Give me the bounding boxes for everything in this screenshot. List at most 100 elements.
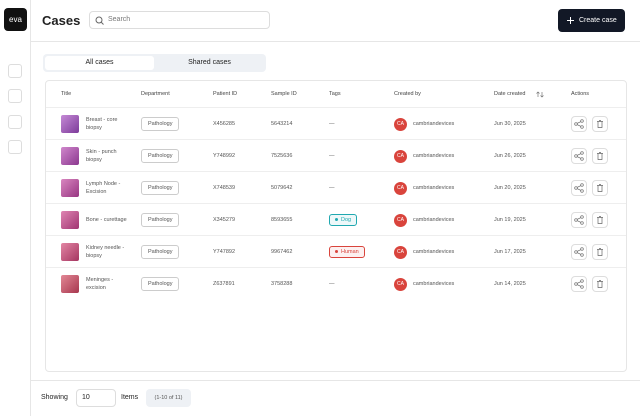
- page-size-select[interactable]: 10: [76, 389, 116, 407]
- share-button[interactable]: [571, 148, 587, 164]
- tag-cell: Dog: [329, 204, 358, 236]
- creator-cell: CA cambriandevices: [394, 268, 454, 300]
- actions-cell: [571, 172, 613, 204]
- thumbnail: [61, 211, 79, 229]
- department-chip: Pathology: [141, 277, 180, 291]
- search-box[interactable]: Search: [89, 11, 270, 29]
- column-header[interactable]: Date created: [494, 91, 526, 97]
- delete-button[interactable]: [592, 276, 608, 292]
- table-row[interactable]: Skin - punch biopsy Pathology Y748992 75256…: [46, 139, 626, 171]
- tag: —: [329, 121, 335, 127]
- share-button[interactable]: [571, 244, 587, 260]
- thumbnail: [61, 147, 79, 165]
- creator-cell: CA cambriandevices: [394, 140, 454, 172]
- tag-dot: [335, 218, 338, 222]
- actions-cell: [571, 140, 613, 172]
- trash-icon: [597, 280, 603, 288]
- table-row[interactable]: Breast - core biopsy Pathology X456285 5643…: [46, 107, 626, 139]
- delete-button[interactable]: [592, 180, 608, 196]
- delete-button[interactable]: [592, 212, 608, 228]
- creator-name: cambriandevices: [413, 185, 455, 191]
- date: Jun 20, 2025: [494, 185, 526, 191]
- range-label: (1-10 of 11): [146, 389, 191, 407]
- home-icon[interactable]: [8, 64, 22, 78]
- table-row[interactable]: Bone - curettage Pathology X345279 8593655 D…: [46, 203, 626, 235]
- search-icon: [95, 16, 104, 25]
- tag: —: [329, 281, 335, 287]
- sample-id: 5643214: [271, 121, 293, 127]
- clipboard-icon[interactable]: [8, 115, 22, 129]
- actions-cell: [571, 268, 613, 300]
- sample-id: 8593655: [271, 217, 293, 223]
- delete-button[interactable]: [592, 244, 608, 260]
- table-row[interactable]: Meninges - excision Pathology Z637891 37582…: [46, 267, 626, 299]
- users-icon[interactable]: [8, 89, 22, 103]
- settings-icon[interactable]: [8, 140, 22, 154]
- sample-id: 5079642: [271, 185, 293, 191]
- avatar: CA: [394, 245, 407, 259]
- patient-id: X748539: [213, 185, 236, 191]
- header: Cases Search Create case: [31, 0, 640, 42]
- delete-button[interactable]: [592, 148, 608, 164]
- creator-cell: CA cambriandevices: [394, 108, 454, 140]
- tag: —: [329, 153, 335, 159]
- case-title: Meninges - excision: [86, 277, 114, 291]
- share-button[interactable]: [571, 180, 587, 196]
- date: Jun 14, 2025: [494, 281, 526, 287]
- department-chip: Pathology: [141, 117, 180, 131]
- delete-button[interactable]: [592, 116, 608, 132]
- case-title: Skin - punch biopsy: [86, 149, 117, 163]
- department-chip: Pathology: [141, 245, 180, 259]
- creator-cell: CA cambriandevices: [394, 172, 454, 204]
- share-icon: [574, 119, 584, 129]
- trash-icon: [597, 184, 603, 192]
- thumbnail: [61, 179, 79, 197]
- share-icon: [574, 151, 584, 161]
- date: Jun 26, 2025: [494, 153, 526, 159]
- department-chip: Pathology: [141, 213, 180, 227]
- trash-icon: [597, 152, 603, 160]
- trash-icon: [597, 248, 603, 256]
- tag-cell: —: [329, 108, 335, 140]
- column-header: Title: [61, 91, 72, 97]
- share-button[interactable]: [571, 276, 587, 292]
- thumbnail: [61, 275, 79, 293]
- share-icon: [574, 183, 584, 193]
- title-cell: Skin - punch biopsy: [61, 140, 128, 172]
- case-title: Lymph Node - Excision: [86, 181, 121, 195]
- department-cell: Pathology: [141, 172, 180, 204]
- creator-cell: CA cambriandevices: [394, 204, 454, 236]
- create-button[interactable]: Create case: [558, 9, 625, 32]
- case-title: Bone - curettage: [86, 217, 127, 223]
- tab[interactable]: Shared cases: [188, 59, 231, 66]
- table-row[interactable]: Lymph Node - Excision Pathology X748539 507…: [46, 171, 626, 203]
- department-cell: Pathology: [141, 204, 180, 236]
- sample-id: 9967462: [271, 249, 293, 255]
- creator-name: cambriandevices: [413, 121, 455, 127]
- table-row[interactable]: Kidney needle - biopsy Pathology Y747892 99…: [46, 235, 626, 267]
- date: Jun 17, 2025: [494, 249, 526, 255]
- showing-label: Showing: [41, 394, 68, 401]
- department-cell: Pathology: [141, 236, 180, 268]
- column-header: Tags: [329, 91, 341, 97]
- sidebar: eva: [0, 0, 31, 416]
- tag: Human: [329, 246, 365, 258]
- logo[interactable]: eva: [4, 8, 27, 31]
- title-cell: Kidney needle - biopsy: [61, 236, 128, 268]
- column-header: Department: [141, 91, 170, 97]
- department-cell: Pathology: [141, 268, 180, 300]
- avatar: CA: [394, 277, 407, 291]
- sort-icon[interactable]: [536, 91, 544, 98]
- column-header: Actions: [571, 91, 590, 97]
- share-button[interactable]: [571, 212, 587, 228]
- cases-table: Title Department Patient ID Sample ID Tags Cr…: [45, 80, 627, 372]
- items-label: Items: [121, 394, 139, 401]
- actions-cell: [571, 204, 613, 236]
- tab[interactable]: All cases: [45, 56, 154, 70]
- share-button[interactable]: [571, 116, 587, 132]
- avatar: CA: [394, 149, 407, 163]
- avatar: CA: [394, 117, 407, 131]
- case-title: Kidney needle - biopsy: [86, 245, 125, 259]
- title-cell: Breast - core biopsy: [61, 108, 128, 140]
- tag-cell: —: [329, 140, 335, 172]
